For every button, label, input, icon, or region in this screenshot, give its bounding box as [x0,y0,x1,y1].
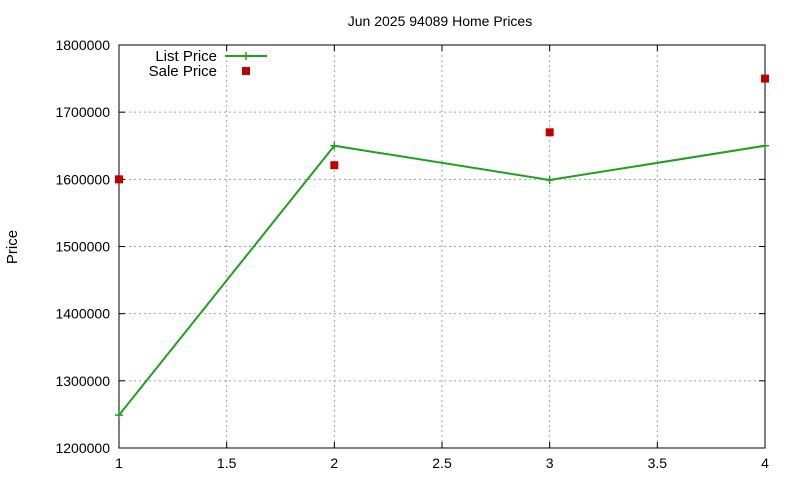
data-point [330,161,339,170]
series-line [118,144,766,416]
axis-ticks [118,44,766,449]
data-point [115,175,123,184]
data-point [761,74,769,83]
y-tick-label: 1400000 [55,306,110,322]
y-tick-label: 1700000 [55,104,110,120]
y-tick-label: 1200000 [55,440,110,456]
x-tick-label: 3.5 [648,455,668,471]
x-tick-label: 1.5 [217,455,237,471]
y-tick-label: 1600000 [55,171,110,187]
x-tick-label: 2 [330,455,338,471]
series-0 [115,141,769,420]
x-tick-labels: 1 1.5 2 2.5 3 3.5 4 [115,455,769,471]
series-layer [115,74,769,420]
data-point [330,141,339,150]
y-axis-title: Price [4,230,21,264]
data-point [545,128,554,137]
y-tick-label: 1500000 [55,239,110,255]
legend-label: List Price [155,48,217,65]
chart-title: Jun 2025 94089 Home Prices [348,13,532,29]
legend-label: Sale Price [149,63,217,80]
y-tick-label: 1300000 [55,373,110,389]
x-tick-label: 2.5 [432,455,452,471]
series-1 [115,74,769,184]
data-point [545,176,554,185]
data-point [115,411,123,420]
x-tick-label: 4 [761,455,769,471]
legend-marker [242,67,250,75]
data-point [761,141,769,150]
legend-marker [242,52,250,60]
gridlines [119,45,765,448]
x-tick-label: 1 [115,455,123,471]
y-tick-labels: 1200000 1300000 1400000 1500000 1600000 17000… [55,37,110,456]
y-tick-label: 1800000 [55,37,110,53]
x-tick-label: 3 [546,455,554,471]
